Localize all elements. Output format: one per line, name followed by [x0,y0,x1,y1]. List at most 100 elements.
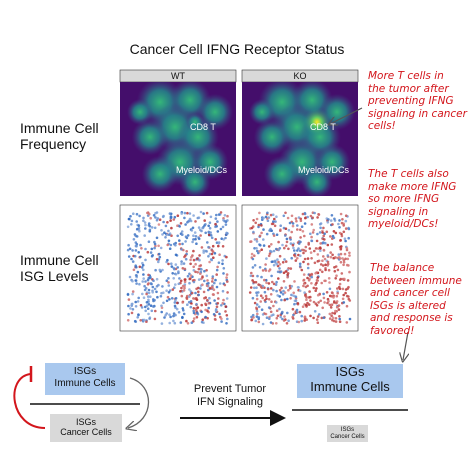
decoration [217,244,220,248]
decoration [329,306,333,309]
decoration [344,291,347,295]
decoration [267,245,271,248]
decoration [209,231,212,234]
decoration [165,289,168,293]
decoration [176,214,180,217]
decoration [335,305,339,309]
decoration [295,311,299,314]
decoration [339,252,343,256]
decoration [140,266,144,269]
decoration [152,214,156,217]
decoration [279,229,282,232]
decoration [153,226,157,230]
decoration [220,237,223,240]
decoration [200,246,204,249]
decoration [183,211,187,215]
cancer-box [50,414,122,442]
decoration [131,279,134,283]
decoration [135,220,138,223]
decoration [143,284,146,288]
decoration [313,310,317,313]
decoration [251,266,255,269]
panel-label: WT [171,71,185,81]
decoration [220,317,223,321]
decoration [141,261,144,265]
decoration [209,258,213,261]
decoration [277,277,280,280]
decoration [211,293,215,296]
decoration [251,274,255,278]
decoration [278,263,282,266]
decoration [134,300,137,304]
decoration [217,261,221,265]
decoration [202,290,206,294]
decoration [255,315,259,318]
decoration [269,227,272,231]
decoration [338,320,342,324]
decoration [207,288,210,292]
decoration [250,315,253,319]
decoration [316,276,320,279]
decoration [215,213,218,217]
decoration [211,244,215,248]
decoration [344,219,348,223]
decoration [264,263,267,266]
decoration [255,312,259,316]
decoration [211,277,214,280]
decoration [128,247,132,251]
decoration [313,211,316,215]
decoration [156,217,160,220]
decoration [299,217,303,221]
decoration [283,298,287,302]
decoration [180,260,183,263]
decoration [204,315,207,319]
decoration [272,220,275,223]
box-label: ISGs Immune Cells [45,366,125,389]
decoration [288,221,292,225]
decoration [340,234,344,238]
decoration [342,224,346,227]
decoration [174,297,178,300]
decoration [204,302,207,306]
decoration [183,285,186,288]
decoration [130,257,133,261]
decoration [285,322,289,325]
decoration [273,259,277,263]
decoration [135,235,139,238]
decoration [334,255,337,259]
decoration [296,286,300,289]
decoration [287,228,291,232]
decoration [199,234,202,237]
decoration [342,301,346,304]
decoration [134,244,138,248]
decoration [267,254,271,258]
decoration [304,216,307,220]
decoration [178,239,181,242]
decoration [137,251,140,254]
decoration [150,247,154,251]
decoration [262,216,265,220]
decoration [163,316,166,319]
decoration [324,279,327,283]
decoration [265,281,268,285]
decoration [207,224,210,228]
decoration [208,226,212,230]
decoration [341,218,344,221]
decoration [260,231,263,235]
decoration [293,253,296,257]
decoration [139,304,143,307]
decoration [264,278,268,282]
text-line: ISGs [75,417,96,427]
decoration [257,305,261,309]
decoration [319,299,323,303]
decoration [258,250,261,253]
decoration [283,258,286,261]
decoration [249,99,275,125]
text-line: signaling in [368,205,429,218]
decoration [146,250,150,254]
decoration [131,292,134,296]
decoration [257,283,260,286]
decoration [258,266,262,269]
decoration [291,315,295,319]
decoration [183,216,186,220]
